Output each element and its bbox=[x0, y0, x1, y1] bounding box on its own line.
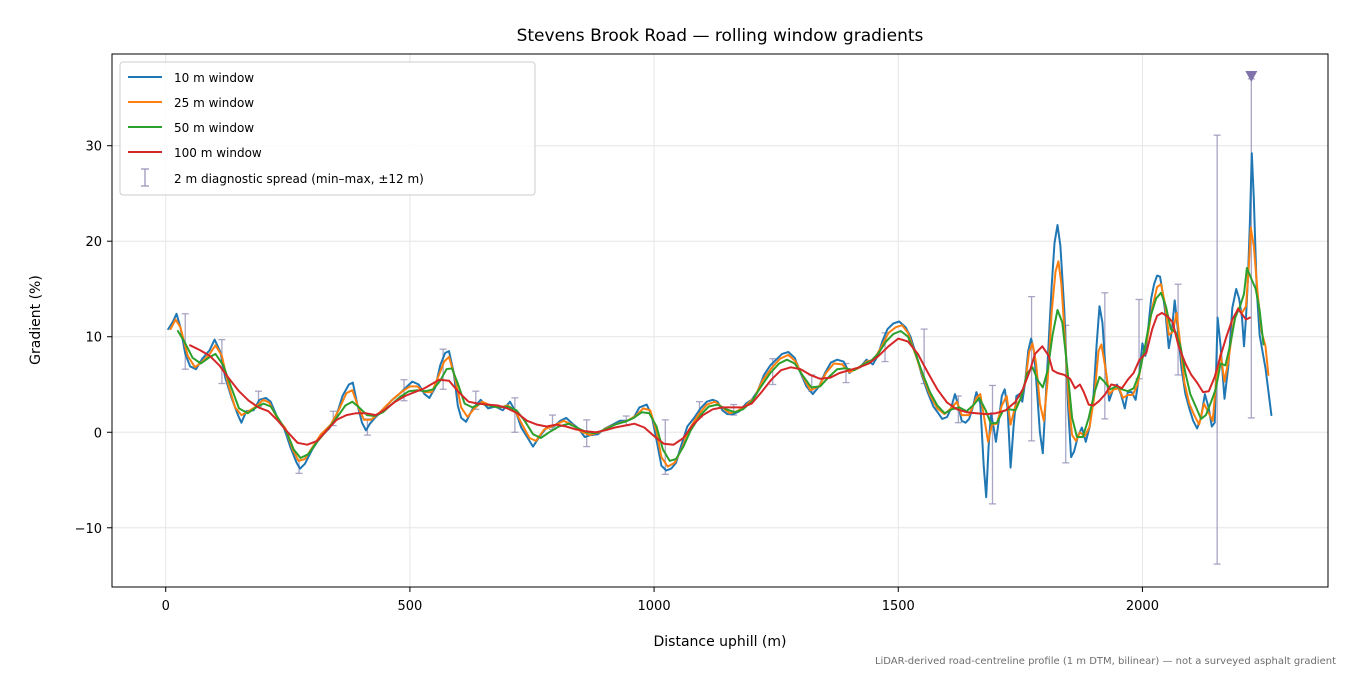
gridlines bbox=[112, 54, 1328, 587]
y-tick-label: 10 bbox=[85, 331, 102, 346]
y-tick-label: −10 bbox=[75, 522, 102, 537]
legend-label-spread: 2 m diagnostic spread (min–max, ±12 m) bbox=[174, 172, 424, 186]
outlier-marker bbox=[1245, 70, 1258, 82]
footnote: LiDAR-derived road-centreline profile (1… bbox=[875, 656, 1336, 667]
legend-label-25m: 25 m window bbox=[174, 96, 254, 110]
legend-swatch-spread bbox=[141, 168, 149, 187]
plot-frame bbox=[111, 53, 1329, 588]
spread-error-bar bbox=[661, 419, 669, 475]
chart-title: Stevens Brook Road — rolling window grad… bbox=[517, 26, 924, 46]
y-tick-label: 0 bbox=[94, 426, 102, 441]
spread-error-bar bbox=[511, 397, 519, 433]
x-tick-label: 2000 bbox=[1126, 599, 1159, 614]
y-axis-label: Gradient (%) bbox=[28, 275, 44, 365]
y-tick-label: 20 bbox=[85, 235, 102, 250]
legend: 10 m window 25 m window 50 m window 100 … bbox=[119, 61, 536, 196]
x-axis-ticks: 0 500 1000 1500 2000 bbox=[162, 587, 1159, 614]
legend-label-10m: 10 m window bbox=[174, 71, 254, 85]
spread-error-bar bbox=[989, 384, 997, 505]
outlier-markers bbox=[1245, 70, 1258, 82]
x-tick-label: 0 bbox=[162, 599, 170, 614]
y-axis-ticks: −10 0 10 20 30 bbox=[75, 140, 112, 537]
x-axis-label: Distance uphill (m) bbox=[654, 634, 787, 650]
series-line-100m bbox=[189, 308, 1251, 446]
x-tick-label: 1000 bbox=[638, 599, 671, 614]
x-tick-label: 500 bbox=[397, 599, 422, 614]
legend-box bbox=[119, 61, 536, 196]
legend-label-100m: 100 m window bbox=[174, 146, 262, 160]
y-tick-label: 30 bbox=[85, 140, 102, 155]
x-tick-label: 1500 bbox=[882, 599, 915, 614]
series-lines bbox=[167, 152, 1273, 499]
legend-label-50m: 50 m window bbox=[174, 121, 254, 135]
series-line-50m bbox=[176, 267, 1265, 462]
